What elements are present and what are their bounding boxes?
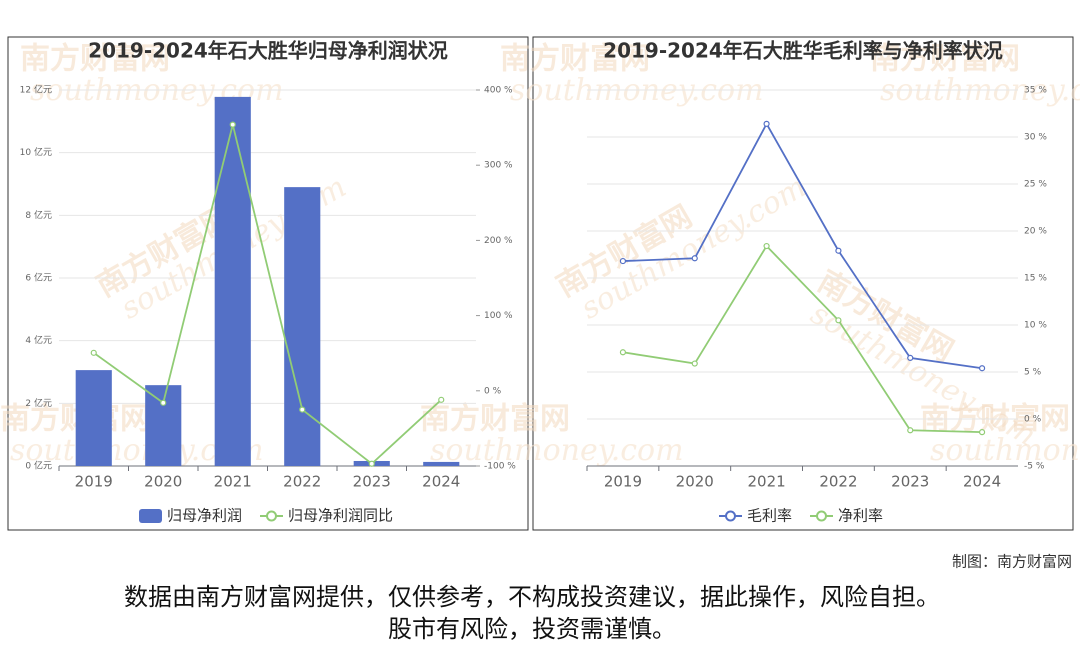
series-line — [622, 244, 983, 434]
point — [691, 255, 698, 262]
legend-label: 净利率 — [838, 507, 883, 525]
x-tick-label: 2019 — [604, 473, 642, 491]
bar — [214, 96, 251, 466]
y-tick-label: 25 % — [1024, 180, 1047, 190]
disclaimer: 数据由南方财富网提供，仅供参考，不构成投资建议，据此操作，风险自担。 — [124, 583, 940, 611]
panel-frame — [7, 36, 529, 531]
x-tick-label: 2022 — [819, 473, 857, 491]
point — [229, 121, 236, 128]
point — [619, 349, 627, 356]
chart-title: 2019-2024年石大胜华毛利率与净利率状况 — [603, 39, 1003, 63]
y-tick-label: 8 亿元 — [25, 209, 52, 221]
y-tick-label: 2 亿元 — [25, 397, 52, 409]
watermark: southmoney.com — [930, 433, 1080, 468]
x-tick-label: 2020 — [676, 473, 714, 491]
bar — [284, 187, 321, 466]
y-tick-label: 10 亿元 — [20, 146, 52, 158]
legend-swatch — [266, 510, 277, 522]
disclaimer: 股市有风险，投资需谨慎。 — [388, 615, 676, 643]
y-tick-label: 0 亿元 — [25, 460, 52, 472]
point — [619, 257, 627, 265]
watermark: 南方财富网 — [870, 42, 1020, 77]
x-tick-label: 2021 — [747, 473, 785, 491]
y-tick-label: 0 % — [1024, 415, 1042, 425]
y2-tick-label: 400 % — [484, 86, 513, 96]
y-tick-label: 15 % — [1024, 274, 1047, 284]
watermark: 南方财富网 — [420, 402, 570, 437]
point — [691, 360, 698, 367]
point — [90, 349, 97, 356]
y2-tick-label: -100 % — [484, 462, 516, 472]
legend-label: 归母净利润 — [167, 507, 242, 525]
point — [907, 427, 914, 434]
point — [978, 365, 986, 372]
x-tick-label: 2019 — [75, 473, 113, 491]
legend-swatch — [139, 509, 162, 523]
x-tick-label: 2022 — [283, 473, 321, 491]
x-tick-label: 2023 — [353, 473, 391, 491]
point — [160, 399, 167, 406]
y2-tick-label: 200 % — [484, 236, 513, 246]
y-tick-label: -5 % — [1024, 462, 1045, 472]
point — [438, 396, 445, 403]
legend-label: 归母净利润同比 — [288, 507, 393, 525]
point — [763, 120, 770, 127]
y-tick-label: 30 % — [1024, 133, 1047, 143]
chart-title: 2019-2024年石大胜华归母净利润状况 — [88, 39, 448, 63]
x-tick-label: 2024 — [422, 473, 460, 491]
watermark: southmoney.com — [430, 433, 684, 468]
bar — [145, 385, 182, 466]
y-tick-label: 4 亿元 — [25, 334, 52, 346]
y-tick-label: 12 亿元 — [20, 84, 52, 96]
legend-swatch — [725, 510, 736, 522]
y-tick-label: 35 % — [1024, 86, 1047, 96]
bar — [75, 370, 112, 466]
x-tick-label: 2023 — [891, 473, 929, 491]
panel-frame — [532, 36, 1074, 531]
y2-tick-label: 300 % — [484, 161, 513, 171]
legend-label: 毛利率 — [747, 507, 792, 525]
credit: 制图：南方财富网 — [952, 553, 1072, 571]
y-tick-label: 20 % — [1024, 227, 1047, 237]
point — [368, 460, 375, 467]
point — [978, 429, 986, 436]
watermark: 南方财富网 — [500, 42, 650, 77]
legend-swatch — [816, 510, 827, 522]
y2-tick-label: 100 % — [484, 311, 513, 321]
watermark: 南方财富网 — [20, 42, 170, 77]
point — [835, 247, 842, 254]
y-tick-label: 10 % — [1024, 321, 1047, 331]
point — [763, 242, 770, 250]
point — [835, 317, 842, 324]
x-tick-label: 2021 — [214, 473, 252, 491]
x-tick-label: 2024 — [963, 473, 1001, 491]
y2-tick-label: 0 % — [484, 386, 502, 396]
point — [907, 354, 914, 361]
point — [299, 406, 306, 413]
x-tick-label: 2020 — [144, 473, 182, 491]
bar — [423, 461, 460, 466]
watermark: 南方财富网 — [0, 402, 150, 437]
series-line — [93, 124, 442, 465]
y-tick-label: 6 亿元 — [25, 272, 52, 284]
series-line — [622, 121, 983, 370]
y-tick-label: 5 % — [1024, 368, 1042, 378]
